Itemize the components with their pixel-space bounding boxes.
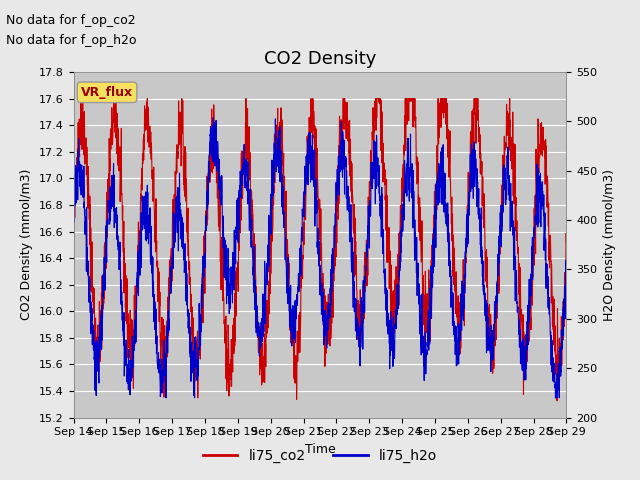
li75_h2o (520, 368, 527, 373)
Text: No data for f_op_h2o: No data for f_op_h2o (6, 34, 137, 47)
Text: VR_flux: VR_flux (81, 86, 133, 99)
li75_co2 (519, 312, 527, 318)
li75_h2o (207, 126, 215, 132)
Title: CO2 Density: CO2 Density (264, 49, 376, 68)
li75_h2o (210, 115, 218, 121)
X-axis label: Time: Time (305, 443, 335, 456)
li75_co2 (553, 398, 561, 404)
li75_co2 (77, 96, 84, 101)
Y-axis label: CO2 Density (mmol/m3): CO2 Density (mmol/m3) (20, 169, 33, 321)
li75_h2o (463, 232, 471, 238)
Line: li75_h2o: li75_h2o (74, 118, 566, 398)
li75_h2o (563, 265, 570, 271)
li75_co2 (563, 240, 570, 246)
li75_h2o (533, 161, 541, 167)
li75_h2o (345, 193, 353, 199)
li75_co2 (463, 229, 471, 235)
li75_co2 (334, 164, 342, 170)
Legend: li75_co2, li75_h2o: li75_co2, li75_h2o (197, 443, 443, 468)
Text: No data for f_op_co2: No data for f_op_co2 (6, 14, 136, 27)
li75_h2o (70, 210, 77, 216)
li75_co2 (533, 186, 541, 192)
Y-axis label: H2O Density (mmol/m3): H2O Density (mmol/m3) (603, 169, 616, 321)
Line: li75_co2: li75_co2 (74, 98, 566, 401)
li75_h2o (334, 168, 342, 173)
li75_co2 (345, 118, 353, 124)
li75_co2 (207, 127, 215, 133)
li75_co2 (70, 228, 77, 234)
li75_h2o (162, 395, 170, 401)
